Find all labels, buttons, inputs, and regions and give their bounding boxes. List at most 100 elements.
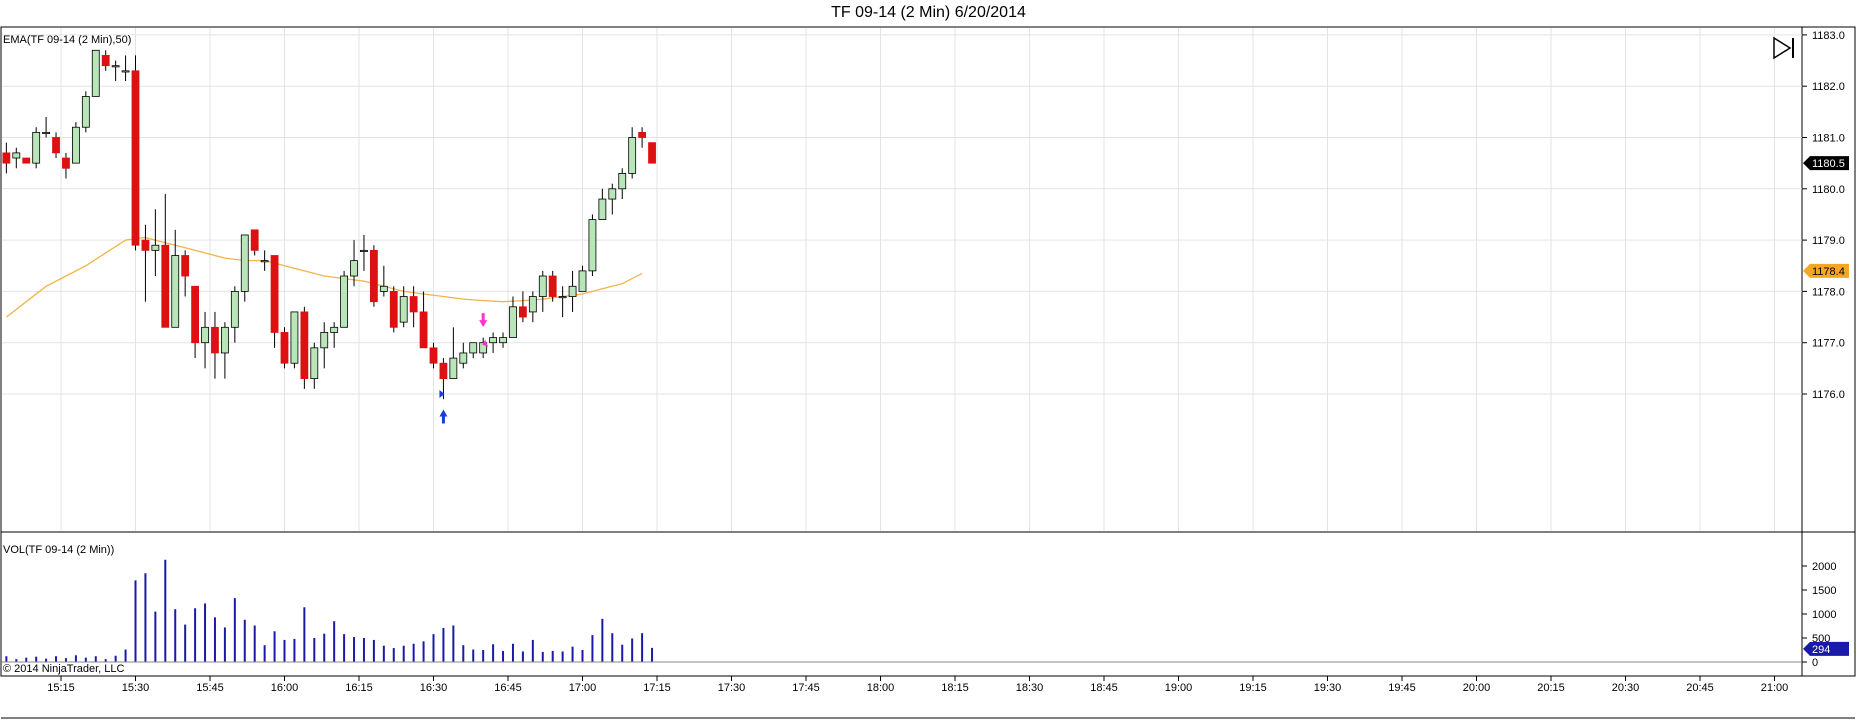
candle-layer: [2, 49, 656, 400]
time-tick-label: 16:00: [271, 682, 299, 694]
candle-body: [568, 285, 577, 297]
candle: [2, 142, 11, 174]
candle-body: [131, 70, 140, 246]
candle: [519, 291, 527, 323]
candle: [479, 337, 488, 359]
candle: [62, 152, 70, 179]
candle-body: [409, 296, 418, 313]
volume-tick-label: 2000: [1812, 561, 1836, 573]
candle: [330, 322, 339, 348]
axis-layer: 1176.0 1177.0 1178.0 1179.0 1180.0 1181.0 1182…: [1, 30, 1845, 694]
marker-layer: [439, 313, 489, 424]
candle: [240, 234, 249, 302]
time-tick-label: 19:45: [1388, 682, 1416, 694]
candle-body: [369, 249, 378, 303]
candle: [429, 342, 438, 369]
candle-body: [62, 157, 70, 169]
ema-line: [6, 236, 643, 318]
candle: [101, 50, 110, 71]
time-tick-label: 20:45: [1686, 682, 1714, 694]
time-tick-label: 19:30: [1314, 682, 1342, 694]
candle-body: [220, 326, 229, 354]
time-tick-label: 16:45: [494, 682, 522, 694]
candle-body: [101, 55, 110, 67]
candle: [568, 270, 577, 312]
candle: [638, 127, 646, 148]
candle-body: [310, 347, 319, 380]
candle-body: [300, 311, 309, 380]
time-tick-label: 16:30: [420, 682, 448, 694]
time-tick-label: 16:15: [345, 682, 373, 694]
time-tick-label: 15:30: [122, 682, 150, 694]
candle-body: [519, 306, 527, 318]
candle-body: [578, 270, 587, 292]
candle: [369, 245, 378, 307]
candle: [320, 322, 329, 369]
candle-body: [538, 275, 547, 297]
time-tick-label: 15:45: [196, 682, 224, 694]
candle-body: [479, 342, 488, 354]
candle: [52, 132, 60, 159]
time-tick-label: 18:00: [867, 682, 895, 694]
candle: [588, 214, 597, 277]
time-tick-label: 20:30: [1612, 682, 1640, 694]
candle: [310, 342, 319, 389]
price-tick-label: 1178.0: [1812, 286, 1845, 298]
candle: [230, 286, 239, 343]
candle: [360, 234, 368, 271]
candle-body: [360, 249, 368, 252]
time-tick-label: 20:15: [1537, 682, 1565, 694]
candle-body: [270, 255, 279, 333]
candle-body: [469, 342, 478, 354]
candle-body: [598, 198, 607, 220]
price-tick-label: 1183.0: [1812, 30, 1845, 42]
candle: [250, 229, 259, 256]
skip-to-end-icon[interactable]: [1773, 36, 1794, 60]
candle: [211, 311, 219, 379]
candle: [260, 250, 269, 271]
time-tick-label: 17:15: [643, 682, 671, 694]
time-tick-label: 21:00: [1761, 682, 1789, 694]
price-tick-label: 1179.0: [1812, 235, 1845, 247]
candle: [499, 332, 507, 348]
candle: [22, 157, 31, 164]
candle-body: [509, 306, 517, 338]
candle: [608, 183, 617, 215]
candle-body: [141, 239, 150, 251]
time-tick-label: 19:00: [1165, 682, 1193, 694]
candle-body: [379, 285, 388, 292]
candle-body: [558, 296, 567, 299]
time-tick-label: 19:15: [1239, 682, 1267, 694]
candle-body: [230, 290, 239, 328]
candle: [131, 55, 140, 251]
candle-body: [389, 290, 398, 328]
candle-body: [211, 326, 219, 354]
candle: [42, 116, 50, 138]
volume-value: 294: [1812, 644, 1830, 656]
candle: [340, 270, 349, 328]
candle-body: [42, 131, 50, 134]
time-tick-label: 17:45: [792, 682, 820, 694]
candle: [379, 265, 388, 297]
candle: [201, 311, 209, 369]
candle-body: [201, 326, 209, 344]
candle: [509, 296, 517, 338]
candle: [290, 311, 299, 369]
volume-tick-label: 1000: [1812, 609, 1836, 621]
candle-body: [32, 131, 41, 164]
grid-layer: [2, 28, 1802, 531]
candle-body: [22, 157, 31, 164]
candle-body: [2, 152, 11, 164]
candle: [399, 286, 408, 328]
candle-body: [628, 137, 637, 174]
chart-title: TF 09-14 (2 Min) 6/20/2014: [831, 4, 1026, 21]
candle: [558, 286, 567, 318]
candle: [469, 342, 478, 359]
price-tick-label: 1181.0: [1812, 133, 1845, 145]
candle: [191, 285, 200, 359]
candle: [449, 327, 458, 380]
candle: [548, 270, 557, 302]
candle: [32, 127, 41, 169]
candle: [409, 286, 418, 328]
